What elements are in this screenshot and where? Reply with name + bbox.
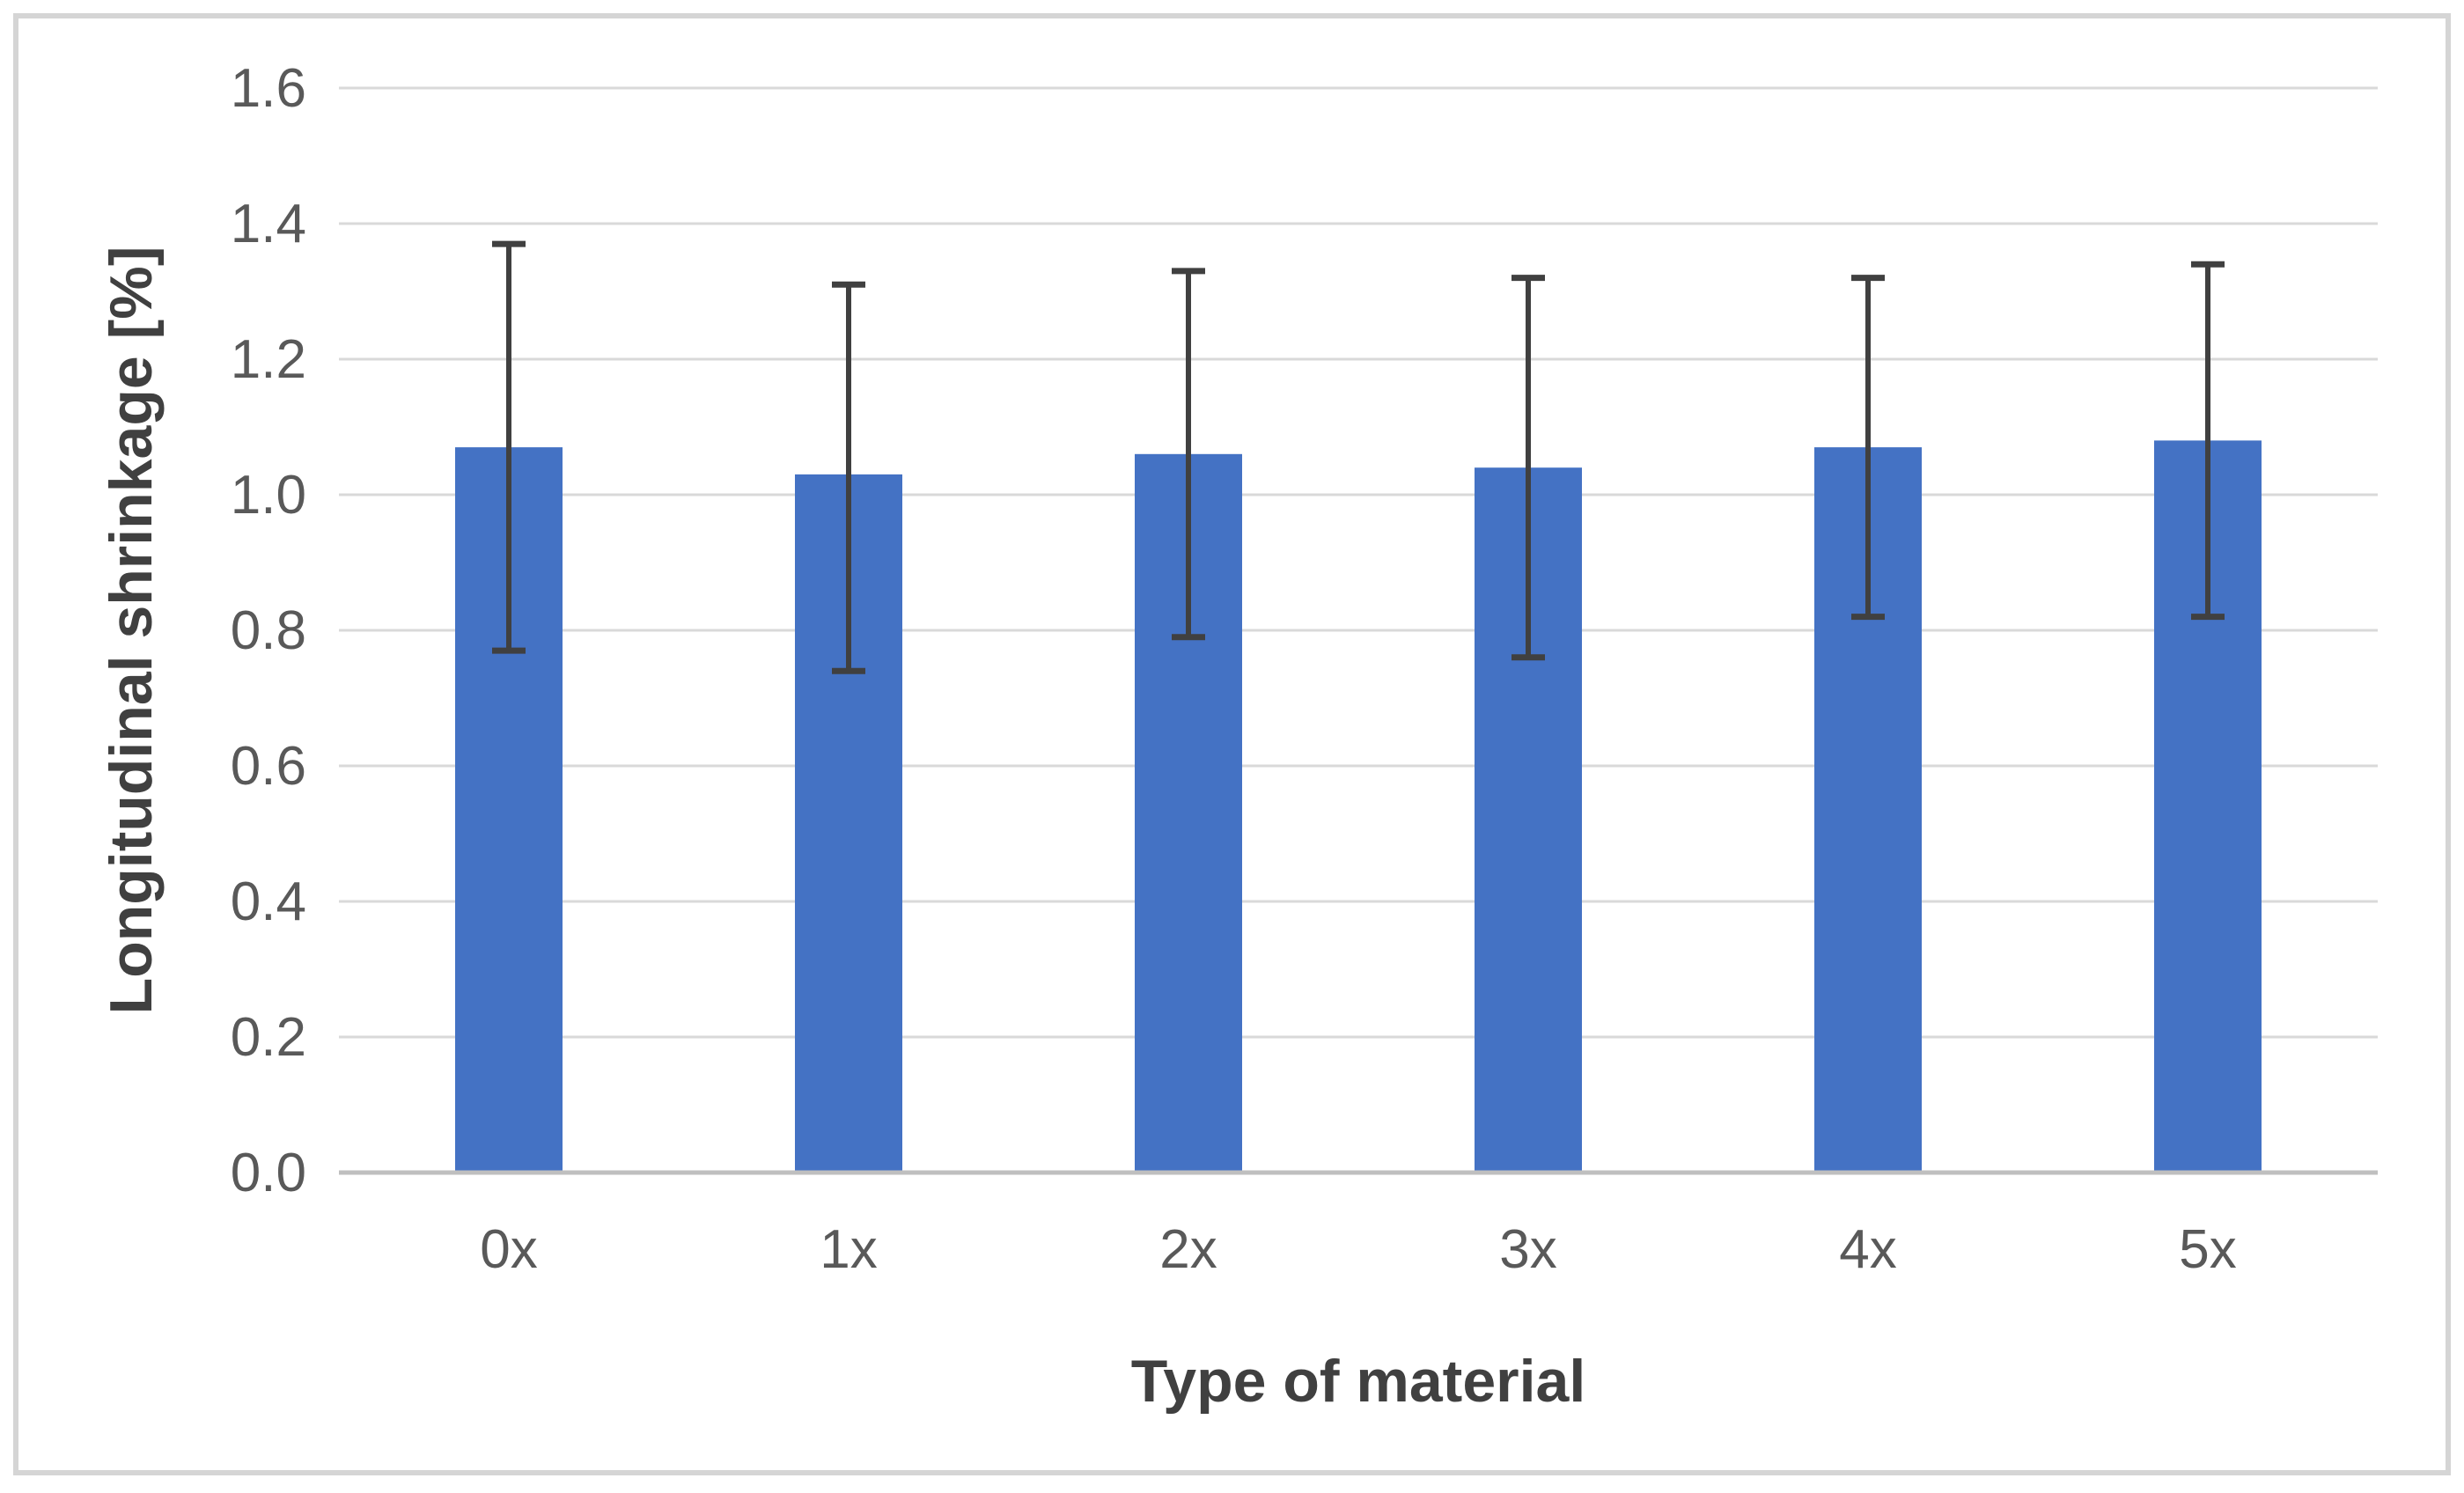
y-tick-label-0.2: 0.2 [231, 1007, 306, 1068]
x-axis-title: Type of material [1131, 1348, 1585, 1415]
y-tick-label-1.6: 1.6 [231, 58, 306, 119]
y-tick-label-0.0: 0.0 [231, 1143, 306, 1203]
chart-border-frame [13, 13, 2451, 1475]
y-tick-label-1.4: 1.4 [231, 194, 306, 254]
x-category-label-3x: 3x [1499, 1219, 1556, 1280]
x-category-labels-group: 0x 1x 2x 3x 4x 5x [480, 1219, 2236, 1280]
error-bar-3x [1511, 275, 1545, 661]
y-tick-label-1.2: 1.2 [231, 329, 306, 390]
error-bar-1x [832, 281, 865, 674]
bars-group [455, 440, 2262, 1173]
x-category-label-5x: 5x [2179, 1219, 2236, 1280]
error-bars-group [492, 240, 2225, 674]
y-tick-label-0.4: 0.4 [231, 872, 306, 932]
y-tick-label-0.8: 0.8 [231, 600, 306, 661]
x-category-label-1x: 1x [820, 1219, 877, 1280]
y-tick-label-0.6: 0.6 [231, 736, 306, 797]
y-tick-labels-group: 0.0 0.2 0.4 0.6 0.8 1.0 1.2 1.4 1.6 [231, 58, 306, 1203]
y-axis-title: Longitudinal shrinkage [%] [98, 246, 165, 1015]
x-category-label-0x: 0x [480, 1219, 537, 1280]
error-bar-5x [2191, 261, 2225, 621]
gridlines-group [339, 86, 2378, 1039]
x-category-label-4x: 4x [1839, 1219, 1896, 1280]
error-bar-0x [492, 240, 526, 654]
x-category-label-2x: 2x [1159, 1219, 1217, 1280]
error-bar-2x [1172, 268, 1205, 641]
y-tick-label-1.0: 1.0 [231, 465, 306, 526]
error-bar-4x [1851, 275, 1885, 621]
